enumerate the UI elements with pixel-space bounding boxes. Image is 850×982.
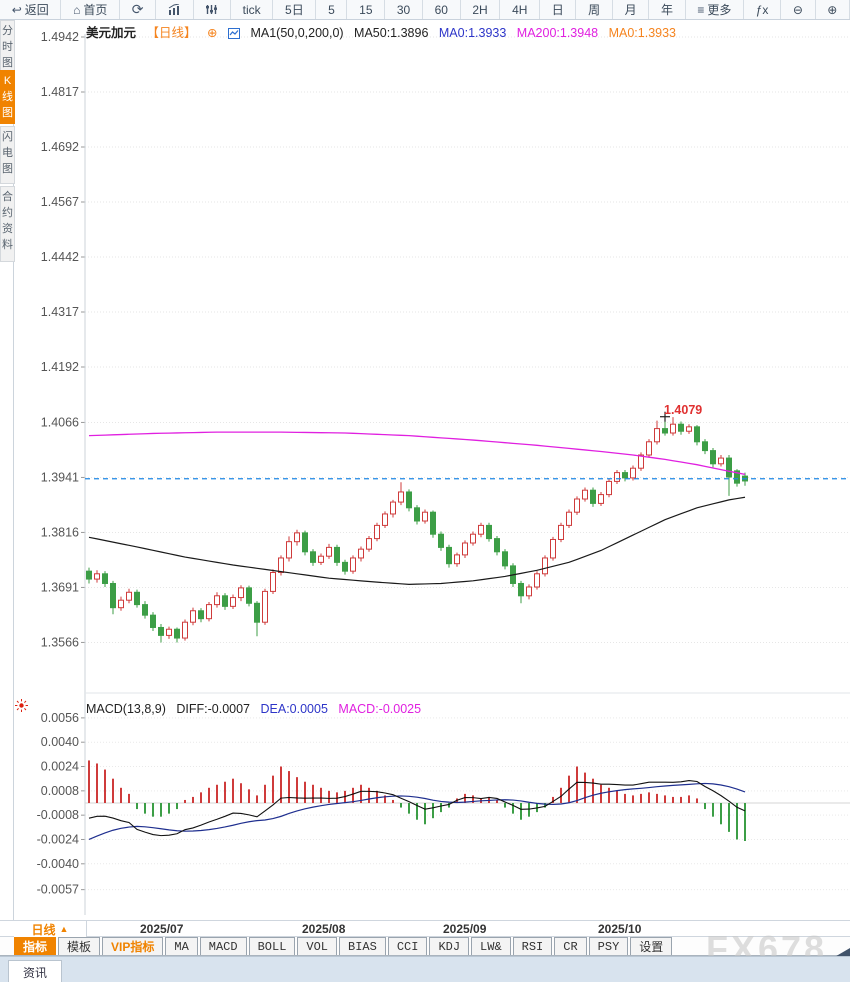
add-indicator-icon[interactable]: ⊕ xyxy=(207,26,218,40)
indicator-tab-KDJ[interactable]: KDJ xyxy=(429,937,470,955)
svg-text:0.0024: 0.0024 xyxy=(41,760,79,774)
footer-bar: 资讯 xyxy=(0,956,850,982)
indicator-tab-BIAS[interactable]: BIAS xyxy=(339,937,386,955)
period-selector-button[interactable]: 日线 ▲ xyxy=(14,921,87,937)
month-label: 2025/10 xyxy=(598,922,642,936)
diff-value: DIFF:-0.0007 xyxy=(176,702,251,716)
symbol-name: 美元加元 xyxy=(86,26,137,40)
sidebar-tab-kline[interactable]: K线图 xyxy=(0,70,15,124)
indicator-tab-PSY[interactable]: PSY xyxy=(588,937,629,955)
xaxis-row: 日线 ▲ 2025/07 2025/08 2025/09 2025/10 xyxy=(0,920,850,937)
month-label: 2025/08 xyxy=(302,922,346,936)
chart-canvas[interactable]: 1.4942 1.4817 1.4692 1.4567 1.4442 1.4317 1.41… xyxy=(0,20,850,920)
toolbar-item-h4[interactable]: 4H xyxy=(500,0,541,19)
month-label: 2025/07 xyxy=(140,922,184,936)
svg-text:0.0008: 0.0008 xyxy=(41,784,79,798)
svg-text:1.4567: 1.4567 xyxy=(41,195,79,209)
ma200-value: MA200:1.3948 xyxy=(516,26,599,40)
period-label: 【日线】 xyxy=(146,26,197,40)
chart-area: 1.4942 1.4817 1.4692 1.4567 1.4442 1.4317 1.41… xyxy=(0,20,850,920)
period-high-label: 1.4079 xyxy=(664,403,703,417)
svg-text:0.0056: 0.0056 xyxy=(41,711,79,725)
toolbar-item-m60[interactable]: 60 xyxy=(423,0,461,19)
svg-text:-0.0040: -0.0040 xyxy=(37,857,79,871)
toolbar-item-indicator-settings[interactable] xyxy=(194,0,231,19)
toolbar-item-back[interactable]: ↩ 返回 xyxy=(0,0,62,19)
ma50-value: MA50:1.3896 xyxy=(354,26,429,40)
toolbar-item-fx[interactable]: ƒx xyxy=(744,0,782,19)
sidebar-tab-lightning[interactable]: 闪电图 xyxy=(0,126,15,184)
indicator-tab-模板[interactable]: 模板 xyxy=(58,937,101,955)
ma-params: MA1(50,0,200,0) xyxy=(250,26,344,40)
toolbar-item-week[interactable]: 周 xyxy=(576,0,613,19)
indicator-tab-LW&[interactable]: LW& xyxy=(471,937,511,955)
sidebar-divider xyxy=(13,20,14,920)
toolbar-item-h2[interactable]: 2H xyxy=(461,0,501,19)
toolbar-item-year[interactable]: 年 xyxy=(649,0,686,19)
sidebar-tab-time-share[interactable]: 分时图 xyxy=(0,20,15,74)
indicator-tabbar: 指标 模板 VIP指标 MA MACD BOLL VOL BIAS CCI KDJ LW& RSI CR… xyxy=(0,937,850,956)
indicator-marker-icon[interactable] xyxy=(14,698,29,718)
svg-text:0.0040: 0.0040 xyxy=(41,735,79,749)
indicator-tab-指标[interactable]: 指标 xyxy=(14,937,57,955)
svg-text:1.4066: 1.4066 xyxy=(41,415,79,429)
indicator-tab-设置[interactable]: 设置 xyxy=(630,937,673,955)
toolbar-item-zoom-out[interactable]: ⊖ xyxy=(781,0,816,19)
svg-text:1.3566: 1.3566 xyxy=(41,635,79,649)
triangle-up-icon: ▲ xyxy=(59,924,69,934)
macd-params: MACD(13,8,9) xyxy=(86,702,166,716)
svg-text:1.3941: 1.3941 xyxy=(41,470,79,484)
svg-text:1.4817: 1.4817 xyxy=(41,85,79,99)
svg-text:1.4692: 1.4692 xyxy=(41,140,79,154)
toolbar-item-tick[interactable]: tick xyxy=(231,0,274,19)
main-chart-legend: 美元加元 【日线】 ⊕ MA1(50,0,200,0) MA50:1.3896 … xyxy=(86,22,683,42)
svg-text:-0.0057: -0.0057 xyxy=(37,883,79,897)
news-tab[interactable]: 资讯 xyxy=(8,960,62,982)
indicator-tab-MA[interactable]: MA xyxy=(165,937,198,955)
mini-chart-icon xyxy=(227,28,240,42)
period-selector-label: 日线 xyxy=(31,922,56,937)
toolbar-item-m15[interactable]: 15 xyxy=(347,0,386,19)
toolbar-item-m5[interactable]: 5 xyxy=(316,0,348,19)
toolbar-item-m30[interactable]: 30 xyxy=(385,0,423,19)
toolbar-item-refresh[interactable]: ⟳ xyxy=(120,0,157,19)
indicator-tab-VOL[interactable]: VOL xyxy=(297,937,338,955)
ma0-blue-value: MA0:1.3933 xyxy=(438,26,507,40)
indicator-tab-VIP指标[interactable]: VIP指标 xyxy=(102,937,164,955)
top-toolbar: ↩ 返回 ⌂ 首页 ⟳ tick 5日 5 15 30 60 2H 4H 日周月年 ≡ 更多 ƒx ⊖ ⊕ xyxy=(0,0,850,20)
toolbar-item-day[interactable]: 日 xyxy=(540,0,577,19)
toolbar-item-month[interactable]: 月 xyxy=(613,0,650,19)
indicator-tab-RSI[interactable]: RSI xyxy=(512,937,553,955)
svg-text:-0.0008: -0.0008 xyxy=(37,808,79,822)
macd-legend: MACD(13,8,9) DIFF:-0.0007 DEA:0.0005 MAC… xyxy=(86,702,428,716)
toolbar-item-5d[interactable]: 5日 xyxy=(273,0,317,19)
indicator-tab-CR[interactable]: CR xyxy=(554,937,587,955)
svg-text:1.3691: 1.3691 xyxy=(41,580,79,594)
svg-text:1.3816: 1.3816 xyxy=(41,525,79,539)
macd-value: MACD:-0.0025 xyxy=(338,702,422,716)
dea-value: DEA:0.0005 xyxy=(260,702,328,716)
indicator-tab-CCI[interactable]: CCI xyxy=(387,937,428,955)
ma0-orange-value: MA0:1.3933 xyxy=(608,26,677,40)
svg-text:1.4192: 1.4192 xyxy=(41,360,79,374)
svg-text:1.4442: 1.4442 xyxy=(41,250,79,264)
month-label: 2025/09 xyxy=(443,922,487,936)
indicator-tab-MACD[interactable]: MACD xyxy=(199,937,247,955)
svg-text:-0.0024: -0.0024 xyxy=(37,832,79,846)
svg-text:1.4942: 1.4942 xyxy=(41,30,79,44)
toolbar-item-chart-type[interactable] xyxy=(156,0,194,19)
svg-text:1.4317: 1.4317 xyxy=(41,305,79,319)
toolbar-item-zoom-in[interactable]: ⊕ xyxy=(816,0,850,19)
indicator-tab-BOLL[interactable]: BOLL xyxy=(248,937,296,955)
toolbar-item-home[interactable]: ⌂ 首页 xyxy=(61,0,121,19)
toolbar-item-more[interactable]: ≡ 更多 xyxy=(686,0,745,19)
sidebar-tab-contract-info[interactable]: 合约资料 xyxy=(0,186,15,262)
